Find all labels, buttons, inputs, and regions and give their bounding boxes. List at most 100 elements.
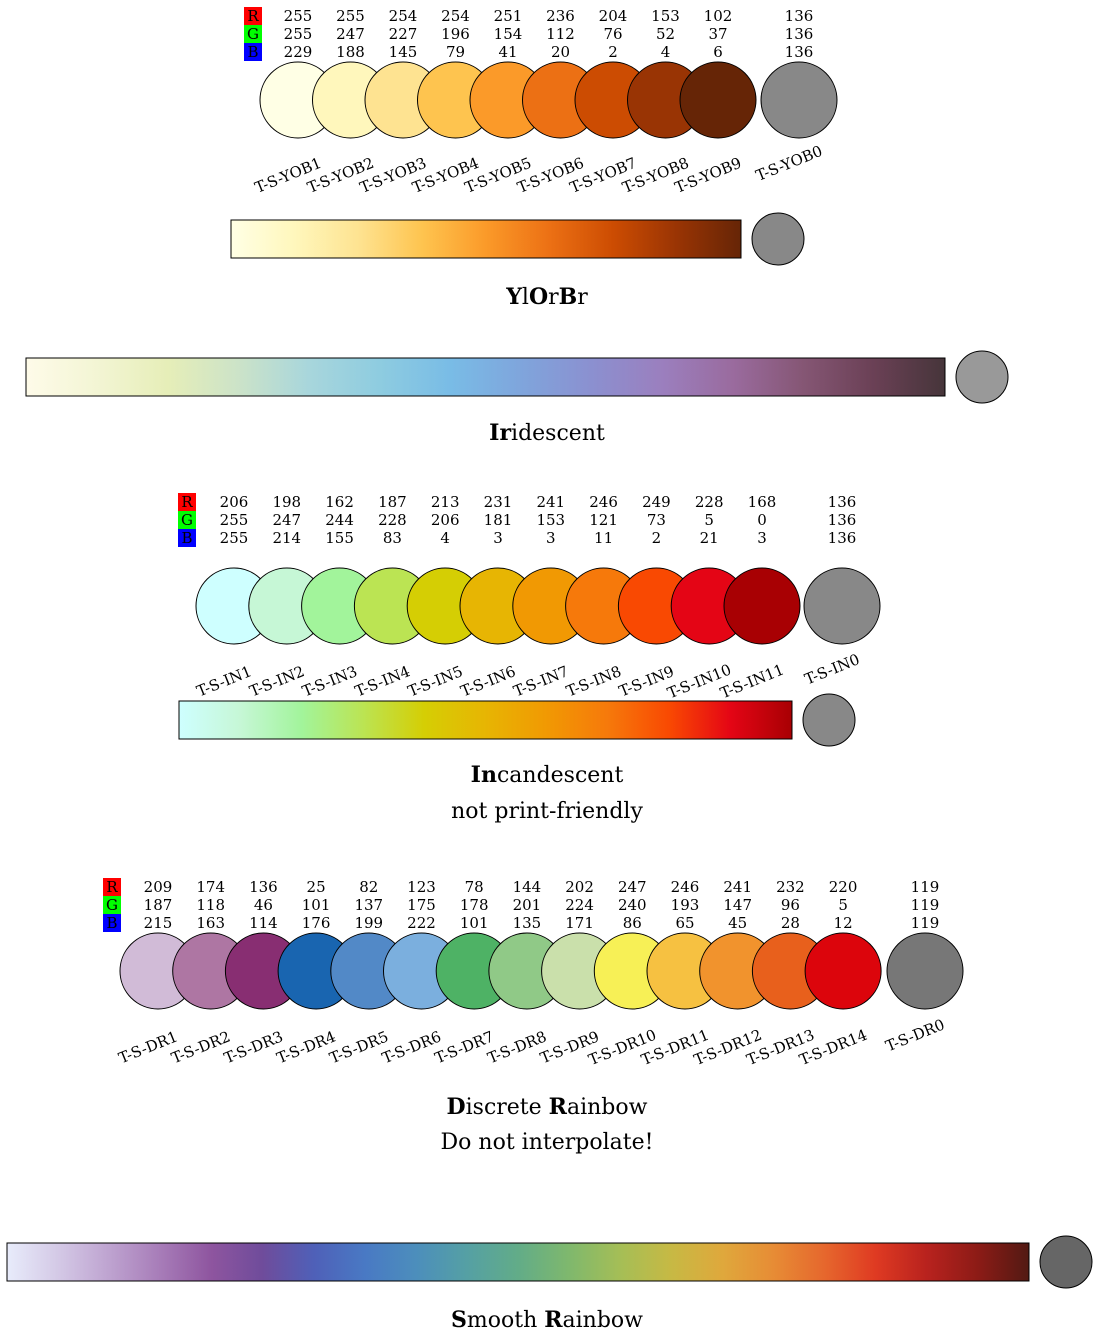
rgb-value-r: 213 bbox=[431, 493, 460, 511]
rgb-value-r: 206 bbox=[220, 493, 249, 511]
rgb-key-r-box bbox=[244, 7, 262, 25]
rgb-value-b: 145 bbox=[389, 43, 418, 61]
swatch-label: T-S-IN8 bbox=[564, 662, 624, 700]
rgb-key-b: B bbox=[247, 43, 258, 61]
scheme-title: Smooth Rainbow bbox=[451, 1307, 643, 1328]
rgb-value-b: 199 bbox=[354, 914, 383, 932]
rgb-value-b: 114 bbox=[249, 914, 278, 932]
rgb-value-r: 168 bbox=[748, 493, 777, 511]
scheme-title-part: idescent bbox=[511, 421, 605, 446]
rgb-value-g: 178 bbox=[460, 896, 489, 914]
rgb-value-g: 206 bbox=[431, 511, 460, 529]
rgb-value-g: 52 bbox=[656, 25, 675, 43]
rgb-value-g: 76 bbox=[603, 25, 622, 43]
rgb-value-g: 112 bbox=[546, 25, 575, 43]
swatch-label: T-S-YOB0 bbox=[753, 142, 825, 185]
scheme-title: YlOrBr bbox=[505, 284, 588, 310]
rgb-value-b: 163 bbox=[196, 914, 225, 932]
rgb-value-b: 6 bbox=[713, 43, 723, 61]
bad-colour-swatch bbox=[886, 932, 964, 1010]
scheme-title-part: r bbox=[548, 285, 559, 310]
rgb-value-g: 0 bbox=[757, 511, 767, 529]
rgb-value-r: 78 bbox=[465, 878, 484, 896]
rgb-value-g: 118 bbox=[196, 896, 225, 914]
rgb-value-r: 246 bbox=[589, 493, 618, 511]
rgb-value-r: 187 bbox=[378, 493, 407, 511]
swatch-label: T-S-IN1 bbox=[194, 662, 254, 700]
swatch-label: T-S-DR1 bbox=[116, 1027, 180, 1067]
rgb-value-r: 144 bbox=[513, 878, 542, 896]
scheme-subtitle: Do not interpolate! bbox=[441, 1130, 654, 1155]
smooth-rainbow-scheme: Smooth Rainbow bbox=[6, 1235, 1093, 1328]
swatch-label: T-S-IN3 bbox=[300, 662, 360, 700]
rgb-key-r: R bbox=[247, 7, 259, 25]
rgb-key-r-box bbox=[178, 493, 196, 511]
rgb-value-r: 102 bbox=[704, 7, 733, 25]
rgb-value-g: 255 bbox=[284, 25, 313, 43]
rgb-value-r: 119 bbox=[911, 878, 940, 896]
swatch-label: T-S-IN6 bbox=[458, 662, 518, 700]
ylorbr-scheme: RGB255255229T-S-YOB1255247188T-S-YOB2254… bbox=[230, 7, 838, 310]
rgb-value-b: 222 bbox=[407, 914, 436, 932]
rgb-key-b-box bbox=[178, 529, 196, 547]
scheme-title-part: mooth bbox=[467, 1308, 544, 1328]
rgb-key-b-box bbox=[244, 43, 262, 61]
rgb-value-r: 251 bbox=[494, 7, 523, 25]
swatch-label: T-S-IN2 bbox=[247, 662, 307, 700]
rgb-value-r: 162 bbox=[325, 493, 354, 511]
rgb-key-g-box bbox=[244, 25, 262, 43]
rgb-value-g: 175 bbox=[407, 896, 436, 914]
colour-gradient-bar bbox=[178, 700, 793, 740]
rgb-value-r: 236 bbox=[546, 7, 575, 25]
rgb-value-b: 2 bbox=[608, 43, 618, 61]
rgb-value-g: 73 bbox=[647, 511, 666, 529]
rgb-value-r: 241 bbox=[536, 493, 565, 511]
swatch-label: T-S-DR4 bbox=[274, 1027, 338, 1067]
rgb-value-r: 228 bbox=[695, 493, 724, 511]
rgb-value-b: 79 bbox=[446, 43, 465, 61]
rgb-key-g-box bbox=[178, 511, 196, 529]
scheme-title-part: r bbox=[577, 285, 588, 310]
rgb-value-b: 214 bbox=[272, 529, 301, 547]
rgb-value-g: 154 bbox=[494, 25, 523, 43]
scheme-title-part: ainbow bbox=[567, 1095, 648, 1120]
rgb-value-g: 96 bbox=[781, 896, 800, 914]
rgb-value-g: 193 bbox=[671, 896, 700, 914]
rgb-value-g: 136 bbox=[785, 25, 814, 43]
rgb-value-b: 28 bbox=[781, 914, 800, 932]
rgb-value-r: 136 bbox=[785, 7, 814, 25]
bad-colour-circle bbox=[955, 350, 1009, 404]
rgb-value-b: 83 bbox=[383, 529, 402, 547]
scheme-subtitle: not print-friendly bbox=[451, 799, 643, 824]
rgb-value-r: 254 bbox=[441, 7, 470, 25]
swatch-label: T-S-IN0 bbox=[802, 650, 862, 688]
rgb-value-b: 65 bbox=[675, 914, 694, 932]
rgb-value-g: 187 bbox=[144, 896, 173, 914]
colour-swatch bbox=[679, 61, 757, 139]
rgb-value-b: 155 bbox=[325, 529, 354, 547]
rgb-value-r: 249 bbox=[642, 493, 671, 511]
rgb-value-r: 247 bbox=[618, 878, 647, 896]
scheme-title-part: ainbow bbox=[563, 1308, 644, 1328]
rgb-value-b: 176 bbox=[302, 914, 331, 932]
rgb-value-b: 3 bbox=[493, 529, 503, 547]
rgb-value-b: 4 bbox=[661, 43, 671, 61]
scheme-title-part: l bbox=[522, 285, 529, 310]
rgb-value-g: 201 bbox=[513, 896, 542, 914]
incandescent-scheme: RGB206255255T-S-IN1198247214T-S-IN216224… bbox=[178, 493, 881, 824]
rgb-value-b: 101 bbox=[460, 914, 489, 932]
swatch-label: T-S-IN5 bbox=[405, 662, 465, 700]
rgb-value-g: 196 bbox=[441, 25, 470, 43]
colour-gradient-bar bbox=[6, 1242, 1030, 1282]
rgb-value-r: 232 bbox=[776, 878, 805, 896]
rgb-value-b: 188 bbox=[336, 43, 365, 61]
rgb-key-b-box bbox=[103, 914, 121, 932]
rgb-value-r: 241 bbox=[723, 878, 752, 896]
rgb-value-g: 240 bbox=[618, 896, 647, 914]
rgb-value-g: 153 bbox=[536, 511, 565, 529]
rgb-key-b: B bbox=[181, 529, 192, 547]
colour-swatch bbox=[804, 932, 882, 1010]
rgb-value-r: 202 bbox=[565, 878, 594, 896]
bad-colour-circle bbox=[1039, 1235, 1093, 1289]
